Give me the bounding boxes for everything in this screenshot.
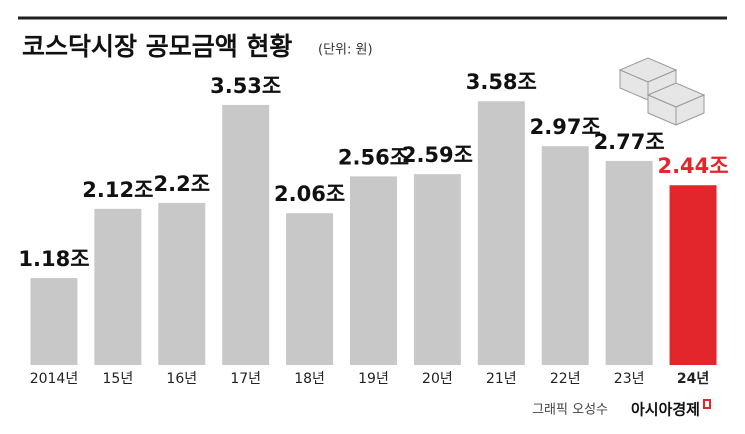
x-tick-label: 15년 xyxy=(103,371,134,387)
x-tick-label: 21년 xyxy=(486,371,517,387)
money-icon xyxy=(618,57,706,126)
x-tick-label: 20년 xyxy=(422,371,453,387)
credit: 그래픽 오성수 xyxy=(532,403,608,418)
bar xyxy=(477,101,525,366)
value-label: 2.59조 xyxy=(402,143,473,167)
source: 아시아경제 xyxy=(631,401,700,419)
x-tick-label: 24년 xyxy=(677,371,709,387)
bar xyxy=(350,176,397,365)
value-label: 2.06조 xyxy=(274,182,345,206)
x-tick-label: 22년 xyxy=(550,371,581,387)
value-label: 3.53조 xyxy=(210,74,281,98)
bar xyxy=(94,208,142,365)
chart-subtitle: (단위: 원) xyxy=(318,43,373,58)
bar xyxy=(605,160,653,365)
value-label: 3.58조 xyxy=(466,70,537,94)
source-logo xyxy=(703,399,711,409)
x-tick-label: 16년 xyxy=(166,371,197,387)
bar xyxy=(286,213,334,365)
x-tick-label: 19년 xyxy=(358,371,389,387)
x-tick-label: 23년 xyxy=(614,371,645,387)
value-label: 2.97조 xyxy=(530,115,601,139)
bar xyxy=(541,146,589,365)
bar xyxy=(222,104,270,366)
chart-title: 코스닥시장 공모금액 현황 xyxy=(22,32,292,61)
value-label: 2.12조 xyxy=(82,178,153,202)
x-tick-label: 18년 xyxy=(294,371,325,387)
x-tick-label: 2014년 xyxy=(30,371,79,387)
bar xyxy=(158,202,206,365)
bar xyxy=(30,278,78,365)
x-tick-label: 17년 xyxy=(230,371,261,387)
value-label: 1.18조 xyxy=(18,247,89,271)
value-label: 2.2조 xyxy=(154,172,211,196)
bar xyxy=(413,174,461,365)
value-label: 2.77조 xyxy=(594,130,665,154)
value-label: 2.44조 xyxy=(657,154,728,178)
value-label: 2.56조 xyxy=(338,145,409,169)
bar xyxy=(669,185,717,365)
